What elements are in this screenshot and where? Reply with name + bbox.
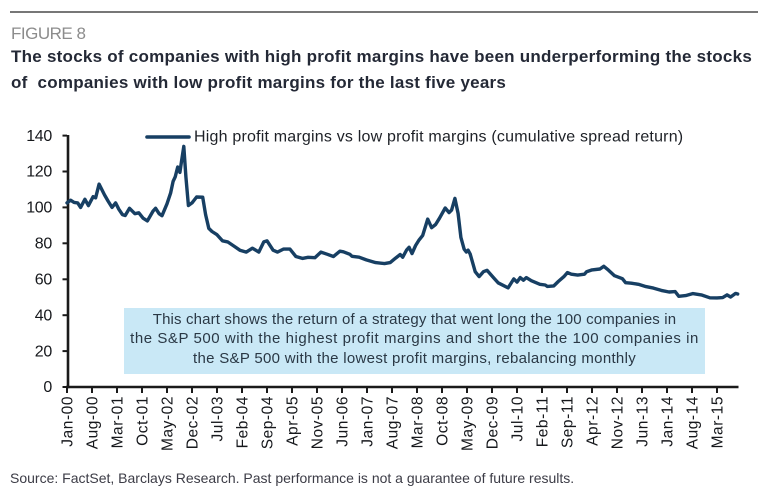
svg-text:May-02: May-02 <box>159 396 176 451</box>
svg-text:140: 140 <box>26 128 52 145</box>
svg-text:High profit margins vs low pro: High profit margins vs low profit margin… <box>194 128 683 145</box>
svg-text:120: 120 <box>26 164 52 181</box>
svg-text:0: 0 <box>43 379 52 396</box>
svg-text:Feb-04: Feb-04 <box>234 396 251 448</box>
svg-text:Apr-12: Apr-12 <box>584 396 601 446</box>
svg-text:Mar-01: Mar-01 <box>109 396 126 448</box>
svg-text:Mar-08: Mar-08 <box>409 396 426 448</box>
svg-text:80: 80 <box>35 236 53 253</box>
svg-text:Jun-13: Jun-13 <box>634 396 651 447</box>
svg-text:Mar-15: Mar-15 <box>709 396 726 448</box>
svg-text:Jan-00: Jan-00 <box>59 396 76 447</box>
svg-text:Oct-08: Oct-08 <box>434 396 451 446</box>
svg-text:Aug-00: Aug-00 <box>84 396 101 449</box>
svg-text:60: 60 <box>35 272 53 289</box>
svg-text:Sep-11: Sep-11 <box>559 396 576 448</box>
svg-text:Sep-04: Sep-04 <box>259 396 276 449</box>
svg-text:Oct-01: Oct-01 <box>134 396 151 446</box>
svg-text:Jul-10: Jul-10 <box>509 396 526 442</box>
svg-text:Jan-14: Jan-14 <box>659 396 676 447</box>
svg-text:Aug-14: Aug-14 <box>684 396 701 449</box>
svg-text:Dec-02: Dec-02 <box>184 396 201 449</box>
svg-text:Aug-07: Aug-07 <box>384 396 401 449</box>
svg-text:Jan-07: Jan-07 <box>359 396 376 447</box>
svg-text:Nov-12: Nov-12 <box>609 396 626 449</box>
svg-text:20: 20 <box>35 343 53 360</box>
svg-text:May-09: May-09 <box>459 396 476 451</box>
svg-text:40: 40 <box>35 307 53 324</box>
svg-text:Nov-05: Nov-05 <box>309 396 326 449</box>
svg-text:100: 100 <box>26 200 52 217</box>
svg-text:Jul-03: Jul-03 <box>209 396 226 442</box>
svg-text:Feb-11: Feb-11 <box>534 396 551 447</box>
svg-text:Dec-09: Dec-09 <box>484 396 501 449</box>
svg-text:Apr-05: Apr-05 <box>284 396 301 446</box>
svg-text:Jun-06: Jun-06 <box>334 396 351 447</box>
